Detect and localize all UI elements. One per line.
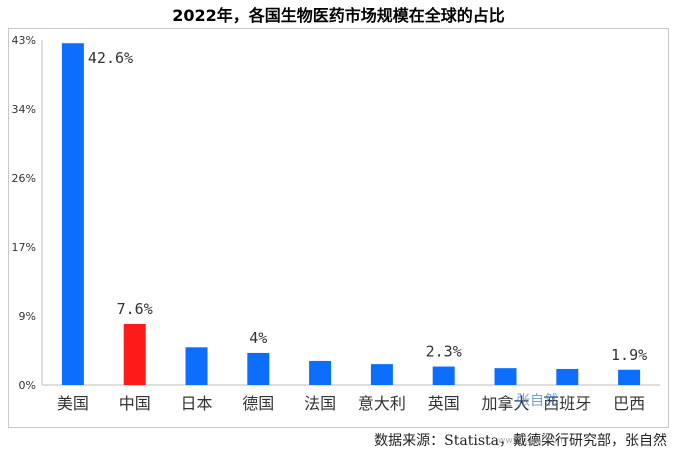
y-tick-label: 34%	[12, 103, 36, 116]
chart-title: 2022年，各国生物医药市场规模在全球的占比	[172, 6, 505, 25]
x-tick-label: 中国	[119, 394, 151, 413]
data-labels: 42.6% 7.6% 4% 2.3% 1.9%	[88, 49, 647, 364]
watermark-site: www.xgbjl.com	[498, 436, 566, 446]
data-label: 2.3%	[426, 343, 462, 361]
y-tick-labels: 0% 9% 17% 26% 34% 43%	[12, 34, 36, 392]
y-tick-label: 17%	[12, 241, 36, 254]
bar-日本	[185, 347, 208, 385]
y-tick-label: 26%	[12, 172, 36, 185]
bar-巴西	[618, 369, 641, 385]
bar-法国	[309, 360, 332, 385]
x-tick-label: 英国	[428, 394, 460, 413]
bar-西班牙	[556, 368, 579, 385]
watermark-name: 张自然	[516, 393, 558, 409]
data-label: 7.6%	[117, 300, 153, 318]
bar-意大利	[370, 364, 393, 385]
x-tick-label: 西班牙	[543, 394, 591, 413]
data-label: 1.9%	[611, 346, 647, 364]
bar-series	[61, 43, 641, 386]
x-tick-label: 意大利	[358, 394, 406, 413]
x-tick-label: 加拿大	[481, 394, 529, 413]
y-tick-label: 0%	[19, 379, 36, 392]
x-tick-label: 法国	[304, 394, 336, 413]
x-tick-label: 德国	[242, 394, 274, 413]
data-label: 4%	[249, 329, 267, 347]
y-tick-label: 9%	[19, 310, 36, 323]
bar-美国	[61, 43, 84, 386]
chart-frame	[8, 28, 669, 428]
source-caption: 数据来源：Statista，戴德梁行研究部，张自然	[374, 433, 667, 449]
data-label: 42.6%	[88, 49, 133, 67]
bar-德国	[247, 352, 270, 385]
x-tick-label: 美国	[57, 394, 89, 413]
bar-加拿大	[494, 368, 517, 385]
x-tick-labels: 美国 中国 日本 德国 法国 意大利 英国 加拿大 西班牙 巴西	[57, 394, 645, 413]
y-tick-label: 43%	[12, 34, 36, 47]
x-tick-label: 日本	[180, 394, 212, 413]
bar-英国	[432, 366, 455, 385]
x-tick-label: 巴西	[613, 394, 645, 413]
bar-中国	[123, 324, 146, 385]
